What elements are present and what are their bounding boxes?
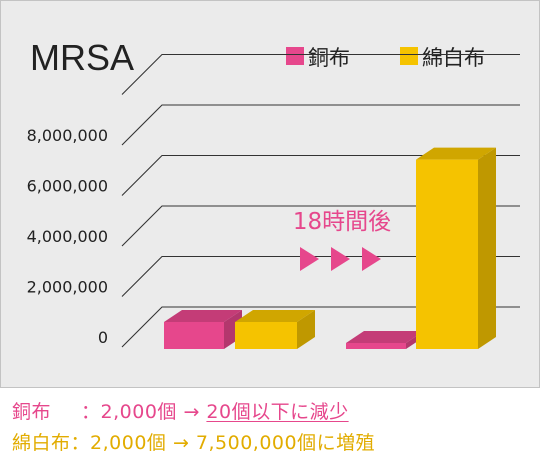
y-tick-label: 0: [98, 328, 108, 347]
bar-front: [346, 343, 406, 349]
bar-front: [164, 322, 224, 349]
caption-cotton-label: 綿白布: [12, 432, 71, 454]
y-tick-label: 6,000,000: [27, 177, 108, 196]
chart: MRSA 銅布 綿白布 0 2,000,000 4,000,000 6,000,000 8,0…: [0, 0, 540, 388]
bar-front: [235, 322, 297, 349]
bar-top: [416, 147, 496, 160]
caption-copper-label: 銅布: [12, 401, 52, 423]
caption-cotton: 綿白布：2,000個 → 7,500,000個に増殖: [12, 428, 375, 455]
caption-copper-result: 20個以下に減少: [206, 401, 349, 423]
y-tick-label: 2,000,000: [27, 278, 108, 297]
bar-top: [235, 310, 315, 322]
bar-side: [297, 310, 315, 349]
legend-swatch-2: [400, 47, 418, 65]
legend-swatch-1: [286, 47, 304, 65]
bar-top: [164, 310, 242, 322]
gridline-2: [121, 255, 520, 297]
chart-title: MRSA: [30, 37, 134, 78]
caption-cotton-text: ：2,000個 → 7,500,000個に増殖: [70, 432, 376, 454]
bar-top: [346, 331, 424, 343]
annotation-arrow-2: [331, 247, 350, 271]
bar-copper-1: [164, 310, 242, 349]
gridline-1: [121, 306, 520, 348]
caption-copper: 銅布 ：2,000個 → 20個以下に減少: [12, 397, 349, 424]
legend-label-1: 銅布: [308, 46, 350, 70]
annotation-arrow-1: [300, 247, 319, 271]
bar-cotton-1: [235, 310, 315, 349]
annotation-label: 18時間後: [293, 209, 391, 235]
legend-label-2: 綿白布: [422, 46, 485, 70]
y-tick-label: 8,000,000: [27, 126, 108, 145]
bar-side: [478, 147, 496, 349]
gridline-4: [121, 154, 520, 196]
bar-front: [416, 159, 478, 349]
bar-cotton-2: [416, 147, 496, 349]
caption-copper-text: ：2,000個 →: [81, 401, 207, 423]
gridline-5: [121, 104, 520, 146]
y-tick-label: 4,000,000: [27, 227, 108, 246]
gridline-6: [121, 53, 520, 95]
annotation-arrow-3: [362, 247, 381, 271]
gridline-3: [121, 205, 520, 247]
